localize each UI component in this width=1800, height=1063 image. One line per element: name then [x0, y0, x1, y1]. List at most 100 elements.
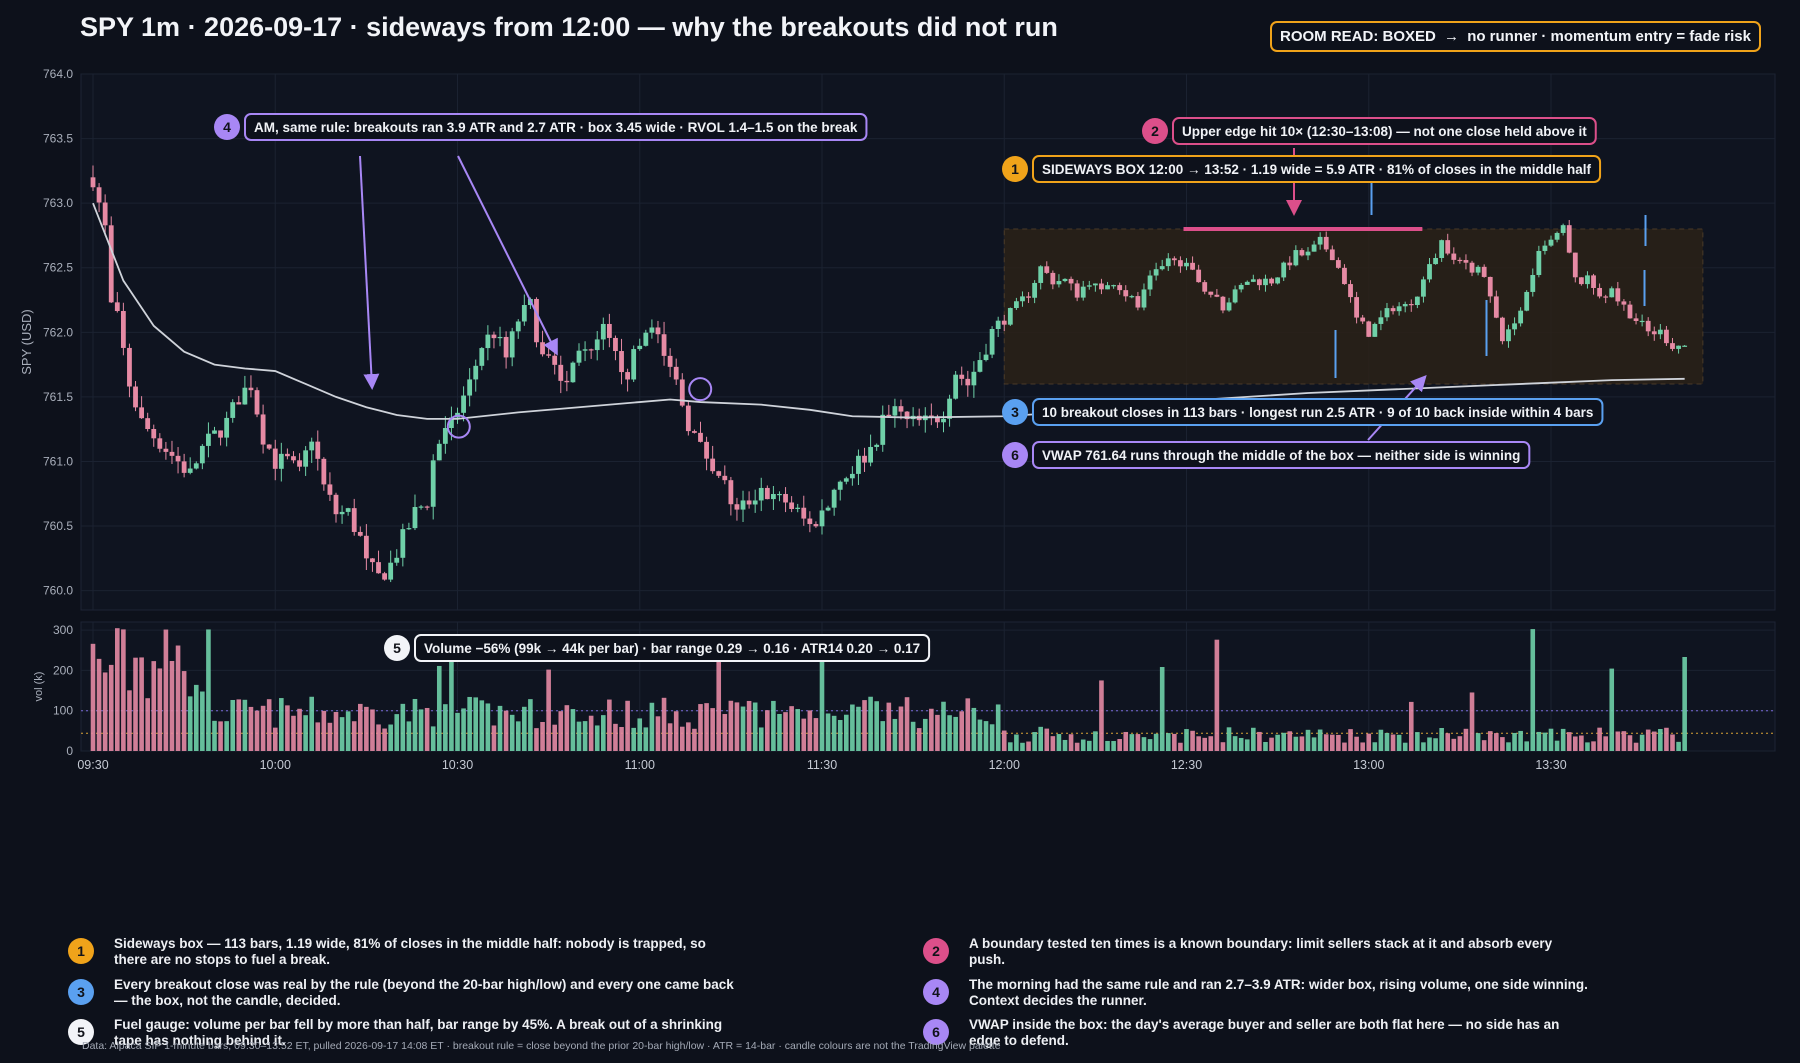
candle-body — [1263, 278, 1268, 286]
candle-body — [880, 414, 886, 445]
candle-body — [965, 378, 971, 386]
candle-body — [449, 417, 454, 429]
callout-badge — [1002, 156, 1028, 182]
candle-body — [1439, 240, 1445, 259]
candle-body — [1014, 301, 1019, 309]
volume-bar — [473, 697, 479, 751]
callout-badge-number: 4 — [223, 119, 231, 135]
volume-bar — [1111, 741, 1116, 751]
volume-bar — [351, 721, 357, 751]
candle-body — [303, 450, 309, 467]
candle-body — [1348, 284, 1353, 298]
candle-body — [892, 406, 898, 416]
candle-body — [1396, 306, 1402, 312]
candle-body — [807, 518, 813, 525]
volume-bar — [254, 710, 260, 751]
note-text: VWAP inside the box: the day's average b… — [969, 1017, 1560, 1048]
candle-body — [546, 354, 552, 356]
candle-body — [771, 494, 776, 500]
volume-bar — [1439, 727, 1444, 751]
candle-body — [1317, 236, 1323, 245]
volume-bar — [777, 714, 782, 751]
candle-body — [625, 372, 630, 380]
volume-bar — [1087, 740, 1092, 751]
volume-tick-label: 0 — [66, 744, 73, 758]
candle-body — [1384, 308, 1390, 318]
callout-badge — [384, 635, 410, 661]
volume-bar — [783, 712, 788, 751]
note-text: Sideways box — 113 bars, 1.19 wide, 81% … — [114, 936, 706, 967]
volume-bar — [127, 690, 132, 751]
breakout-circle-2 — [688, 377, 713, 402]
candle-body — [1323, 236, 1329, 250]
volume-bar — [1153, 733, 1159, 751]
candle-body — [600, 323, 606, 340]
candle-body — [947, 398, 952, 419]
candle-body — [1433, 258, 1438, 265]
volume-bar — [837, 719, 843, 751]
candle-body — [157, 438, 163, 449]
candle-body — [1421, 279, 1426, 297]
note-badge: 4 — [923, 979, 949, 1005]
candle-body — [1117, 285, 1123, 291]
chart-title: SPY 1m · 2026-09-17 · sideways from 12:0… — [80, 12, 1058, 42]
volume-bar — [430, 726, 436, 751]
candle-body — [570, 362, 576, 383]
time-tick-label: 12:30 — [1171, 758, 1202, 772]
volume-bar — [789, 706, 794, 751]
candle-body — [442, 428, 448, 444]
candle-body — [1123, 290, 1129, 297]
volume-bar — [157, 668, 163, 751]
volume-bar — [758, 727, 764, 751]
volume-bar — [1451, 738, 1457, 751]
candle-body — [631, 349, 637, 380]
volume-bar — [230, 699, 236, 751]
candle-body — [1001, 320, 1007, 325]
volume-bar — [910, 721, 916, 751]
volume-bar — [916, 728, 922, 751]
callout-badge — [1002, 399, 1028, 425]
candle-body — [868, 446, 873, 463]
candle-body — [503, 336, 509, 358]
volume-bar — [655, 716, 661, 751]
volume-bar — [279, 698, 284, 751]
callout-text: 10 breakout closes in 113 bars · longest… — [1042, 405, 1593, 420]
candle-body — [856, 455, 861, 474]
volume-bar — [1500, 737, 1505, 751]
note-text: Fuel gauge: volume per bar fell by more … — [114, 1017, 723, 1048]
candle-body — [1366, 321, 1372, 337]
volume-bar — [679, 726, 685, 751]
callout-text: AM, same rule: breakouts ran 3.9 ATR and… — [254, 120, 858, 135]
arrow-to-breakout-1 — [359, 155, 380, 390]
callout-2: 2 Upper edge hit 10× (12:30–13:08) — not … — [1142, 117, 1597, 145]
candle-body — [1129, 296, 1135, 298]
volume-bar — [898, 706, 904, 751]
candle-body — [1171, 258, 1177, 261]
sideways-box — [1003, 228, 1704, 385]
candle-body — [1250, 279, 1256, 282]
candle-body — [849, 473, 855, 479]
candle-body — [1244, 281, 1250, 285]
volume-bar — [1062, 739, 1068, 751]
note-1: 1 Sideways box — 113 bars, 1.19 wide, 81%… — [68, 936, 734, 968]
volume-bar — [1020, 742, 1025, 751]
volume-bar — [163, 629, 169, 751]
volume-bar — [576, 721, 582, 751]
volume-bar — [631, 727, 636, 751]
volume-bar — [1360, 742, 1365, 751]
volume-bar — [1342, 742, 1347, 751]
volume-bar — [272, 727, 278, 751]
candle-body — [497, 336, 503, 339]
volume-bar — [1135, 734, 1141, 751]
volume-bar — [1129, 734, 1135, 751]
volume-bar — [1196, 736, 1201, 751]
volume-bar — [394, 714, 400, 751]
volume-bar — [1487, 731, 1493, 751]
volume-bar — [1524, 741, 1529, 751]
candle-body — [181, 461, 187, 473]
volume-bar — [382, 728, 387, 751]
candle-body — [248, 387, 254, 391]
price-tick-label: 761.5 — [43, 390, 73, 404]
volume-bar — [1202, 737, 1208, 751]
candle-body — [297, 460, 302, 467]
